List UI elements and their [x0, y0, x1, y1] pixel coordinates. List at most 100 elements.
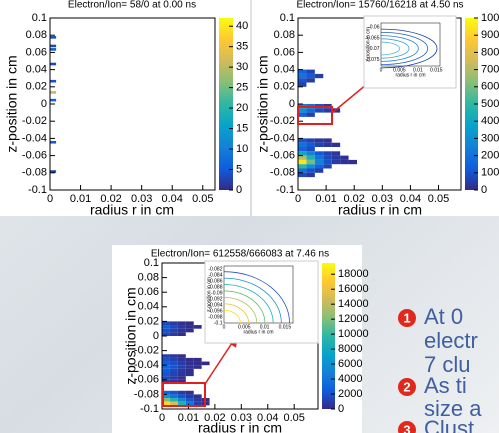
y-axis-label: z-position in cm	[255, 55, 271, 152]
heatmap-cell	[186, 329, 194, 333]
colorbar	[219, 18, 233, 190]
heatmap-cell	[306, 160, 314, 164]
y-tick-label: -0.04	[270, 132, 295, 144]
heatmap-cell	[194, 362, 202, 366]
heatmap-cell	[170, 354, 178, 358]
heatmap-cell	[170, 362, 178, 366]
y-tick-label: 0.06	[138, 286, 159, 298]
heatmap-cell	[50, 141, 56, 144]
plot-area	[50, 18, 215, 190]
heatmap-cell	[178, 398, 186, 402]
heatmap-cell	[306, 143, 314, 147]
heatmap-cell	[323, 138, 331, 142]
colorbar-tick-label: 18000	[338, 268, 369, 280]
y-tick-label: -0.02	[22, 115, 47, 127]
inset-x-axis-label: radius r in cm	[395, 72, 425, 78]
inset-x-axis-label: radius r in cm	[243, 329, 273, 335]
heatmap-cell	[315, 151, 323, 155]
heatmap-cell	[306, 113, 314, 117]
heatmap-cell	[323, 160, 331, 164]
y-tick-label: 0.06	[26, 46, 47, 58]
y-tick-label: 0.1	[280, 12, 295, 24]
heatmap-cell	[162, 362, 170, 366]
heatmap-cell	[162, 325, 170, 329]
heatmap-cell	[162, 365, 170, 369]
heatmap-cell	[186, 358, 194, 362]
colorbar-tick-label: 35	[236, 41, 248, 53]
heatmap-cell	[332, 160, 340, 164]
colorbar-tick-label: 0	[236, 184, 242, 196]
heatmap-cell	[170, 332, 178, 336]
heatmap-cell	[170, 398, 178, 402]
chart-title: Electron/Ion= 612558/666083 at 7.46 ns	[151, 249, 329, 260]
heatmap-cell	[170, 394, 178, 398]
heatmap-cell	[162, 332, 170, 336]
y-tick-label: 0.08	[274, 29, 295, 41]
heatmap-cell	[306, 138, 314, 142]
heatmap-cell	[194, 398, 202, 402]
heatmap-cell	[315, 156, 323, 160]
heatmap-cell	[202, 362, 210, 366]
x-axis-label: radius r in cm	[338, 202, 422, 218]
y-tick-label: 0.04	[138, 301, 159, 313]
heatmap-cell	[178, 376, 186, 380]
colorbar-tick-label: 400	[481, 115, 499, 127]
heatmap-cell	[186, 402, 194, 406]
x-tick-label: 0.01	[315, 193, 336, 205]
colorbar-tick-label: 15	[236, 122, 248, 134]
heatmap-cell	[298, 83, 306, 87]
colorbar-tick-label: 14000	[338, 298, 369, 310]
heatmap-cell	[186, 398, 194, 402]
chart-title: Electron/Ion= 15760/16218 at 4.50 ns	[296, 0, 463, 11]
heatmap-cell	[194, 358, 202, 362]
heatmap-cell	[298, 173, 306, 177]
colorbar-tick-label: 500	[481, 98, 499, 110]
heatmap-cell	[162, 329, 170, 333]
heatmap-cell	[170, 329, 178, 333]
bullet-number: 2	[403, 379, 410, 394]
heatmap-cell	[315, 74, 323, 78]
y-tick-label: 0	[153, 330, 159, 342]
x-axis-label: radius r in cm	[90, 202, 174, 218]
heatmap-cell	[50, 36, 56, 39]
heatmap-cell	[162, 321, 170, 325]
bullet-text: As ti	[424, 373, 467, 398]
heatmap-cell	[178, 329, 186, 333]
heatmap-cell	[170, 325, 178, 329]
y-tick-label: -0.08	[270, 167, 295, 179]
colorbar-tick-label: 16000	[338, 283, 369, 295]
heatmap-cell	[194, 402, 202, 406]
heatmap-cell	[298, 156, 306, 160]
colorbar-tick-label: 900	[481, 29, 499, 41]
inset-x-tick-label: 0	[380, 67, 383, 73]
bullet-text: At 0	[424, 304, 463, 329]
heatmap-cell	[186, 362, 194, 366]
heatmap-cell	[298, 78, 306, 82]
heatmap-cell	[306, 156, 314, 160]
y-tick-label: -0.04	[22, 132, 47, 144]
inset-y-axis-label: z-position in cm	[206, 277, 212, 312]
colorbar-tick-label: 1000	[481, 12, 499, 24]
slide: Electron/Ion= 58/0 at 0.00 ns0.10.080.06…	[0, 0, 499, 433]
heatmap-cell	[170, 321, 178, 325]
heatmap-cell	[186, 325, 194, 329]
heatmap-cell	[298, 160, 306, 164]
heatmap-cell	[306, 70, 314, 74]
x-tick-label: 0.01	[70, 193, 91, 205]
y-tick-label: 0.08	[26, 29, 47, 41]
heatmap-cell	[315, 108, 323, 112]
heatmap-cell	[194, 325, 202, 329]
heatmap-cell	[170, 373, 178, 377]
y-tick-label: 0.04	[26, 64, 47, 76]
y-axis-label: z-position in cm	[123, 287, 139, 384]
x-tick-label: 0.05	[428, 193, 449, 205]
heatmap-cell	[50, 99, 56, 102]
y-tick-label: 0.06	[274, 46, 295, 58]
heatmap-cell	[332, 143, 340, 147]
colorbar-tick-label: 100	[481, 167, 499, 179]
inset-x-tick-label: 0	[223, 324, 226, 330]
y-tick-label: 0.02	[274, 81, 295, 93]
heatmap-cell	[298, 151, 306, 155]
y-tick-label: 0.1	[144, 257, 159, 269]
x-tick-label: 0.05	[283, 412, 304, 424]
